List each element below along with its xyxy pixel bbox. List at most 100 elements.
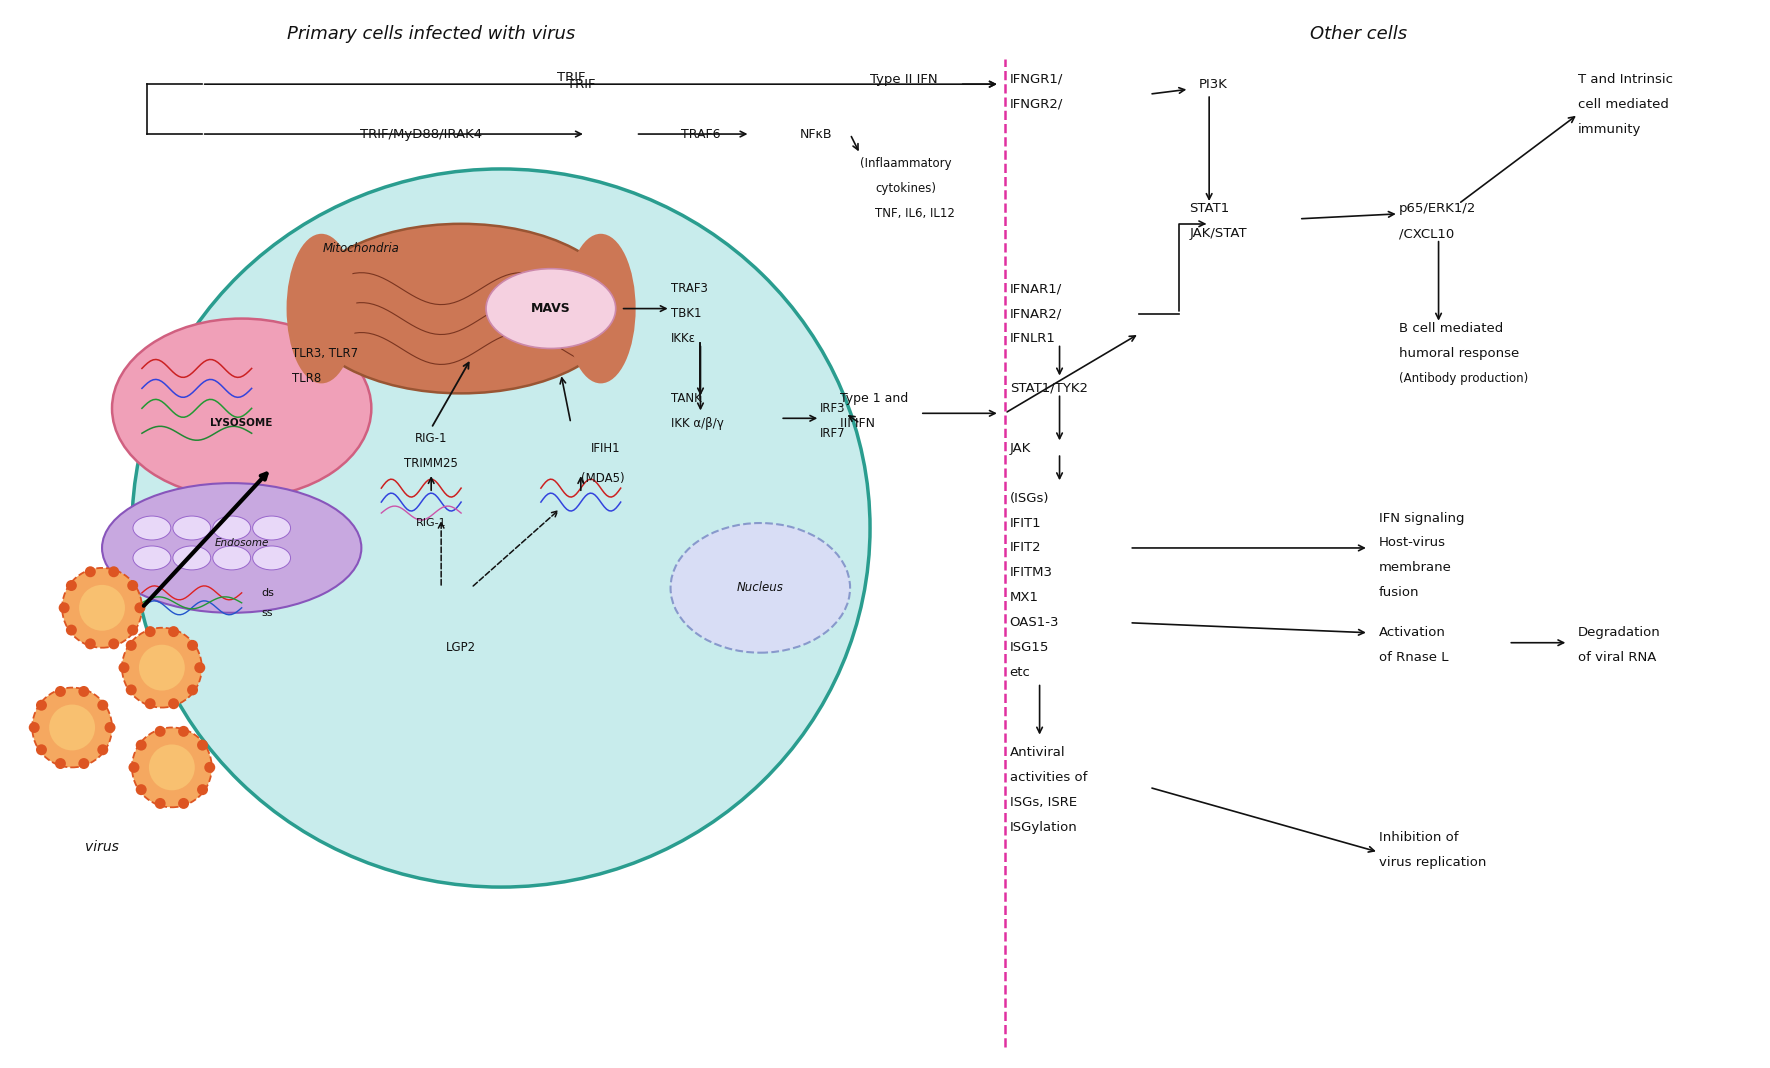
- Text: TRIF: TRIF: [556, 72, 586, 84]
- Ellipse shape: [212, 516, 251, 540]
- Circle shape: [80, 585, 126, 631]
- Text: TRAF6: TRAF6: [681, 127, 720, 141]
- Circle shape: [204, 761, 216, 773]
- Text: cytokines): cytokines): [874, 183, 936, 195]
- Text: NFκB: NFκB: [800, 127, 832, 141]
- Text: RIG-1: RIG-1: [414, 431, 448, 444]
- Circle shape: [129, 761, 140, 773]
- Circle shape: [145, 698, 156, 709]
- Circle shape: [85, 566, 96, 577]
- Circle shape: [35, 744, 48, 755]
- Circle shape: [168, 626, 179, 638]
- Text: (MDA5): (MDA5): [581, 472, 625, 485]
- Circle shape: [179, 726, 189, 737]
- Text: Nucleus: Nucleus: [736, 581, 784, 595]
- Text: JAK: JAK: [1009, 442, 1032, 455]
- Circle shape: [78, 686, 88, 697]
- Text: MX1: MX1: [1009, 592, 1039, 604]
- Ellipse shape: [173, 516, 211, 540]
- Text: TRIF/MyD88/IRAK4: TRIF/MyD88/IRAK4: [359, 127, 481, 141]
- Text: /CXCL10: /CXCL10: [1398, 227, 1453, 240]
- Text: cell mediated: cell mediated: [1579, 97, 1669, 111]
- Text: B cell mediated: B cell mediated: [1398, 323, 1503, 335]
- Circle shape: [136, 740, 147, 751]
- Circle shape: [58, 602, 69, 613]
- Circle shape: [126, 640, 136, 650]
- Text: humoral response: humoral response: [1398, 347, 1519, 360]
- Text: MAVS: MAVS: [531, 302, 570, 315]
- Text: IFIT1: IFIT1: [1009, 517, 1041, 530]
- Circle shape: [78, 758, 88, 769]
- Ellipse shape: [253, 546, 290, 570]
- Text: Degradation: Degradation: [1579, 626, 1660, 640]
- Ellipse shape: [112, 318, 372, 498]
- Ellipse shape: [287, 234, 356, 383]
- Circle shape: [149, 744, 195, 790]
- Text: IFNGR1/: IFNGR1/: [1009, 73, 1064, 85]
- Text: of viral RNA: of viral RNA: [1579, 651, 1657, 664]
- Text: Inhibition of: Inhibition of: [1379, 831, 1458, 844]
- Text: fusion: fusion: [1379, 586, 1420, 599]
- Circle shape: [188, 640, 198, 650]
- Circle shape: [65, 625, 76, 635]
- Text: ISG15: ISG15: [1009, 641, 1050, 655]
- Circle shape: [179, 798, 189, 808]
- Circle shape: [55, 758, 65, 769]
- Text: RIG-1: RIG-1: [416, 518, 446, 528]
- Text: Mitochondria: Mitochondria: [322, 242, 400, 255]
- Text: virus: virus: [85, 841, 119, 854]
- Text: Endosome: Endosome: [214, 538, 269, 548]
- Text: III IFN: III IFN: [841, 417, 874, 429]
- Circle shape: [127, 625, 138, 635]
- Text: IRF7: IRF7: [820, 427, 846, 440]
- Text: IFNLR1: IFNLR1: [1009, 332, 1055, 345]
- Text: TANK: TANK: [671, 392, 701, 405]
- Circle shape: [127, 580, 138, 591]
- Circle shape: [140, 645, 184, 691]
- Text: TNF, IL6, IL12: TNF, IL6, IL12: [874, 207, 954, 220]
- Text: ISGylation: ISGylation: [1009, 820, 1078, 834]
- Ellipse shape: [487, 269, 616, 348]
- Circle shape: [196, 784, 209, 796]
- Text: Primary cells infected with virus: Primary cells infected with virus: [287, 26, 575, 44]
- Circle shape: [62, 568, 142, 647]
- Circle shape: [145, 626, 156, 638]
- Text: IFIH1: IFIH1: [591, 442, 621, 455]
- Text: (ISGs): (ISGs): [1009, 491, 1050, 504]
- Ellipse shape: [566, 234, 635, 383]
- Circle shape: [196, 740, 209, 751]
- Circle shape: [168, 698, 179, 709]
- Circle shape: [104, 722, 115, 733]
- Text: activities of: activities of: [1009, 771, 1087, 784]
- Circle shape: [188, 685, 198, 695]
- Text: Activation: Activation: [1379, 626, 1446, 640]
- Ellipse shape: [133, 516, 172, 540]
- Text: IFITM3: IFITM3: [1009, 566, 1053, 580]
- Text: IFNGR2/: IFNGR2/: [1009, 97, 1064, 111]
- Text: TLR3, TLR7: TLR3, TLR7: [292, 347, 358, 360]
- Text: Antiviral: Antiviral: [1009, 745, 1066, 759]
- Text: IFNAR1/: IFNAR1/: [1009, 282, 1062, 295]
- Circle shape: [108, 566, 119, 577]
- Text: ISGs, ISRE: ISGs, ISRE: [1009, 796, 1076, 808]
- Text: T and Intrinsic: T and Intrinsic: [1579, 73, 1673, 85]
- Circle shape: [85, 639, 96, 649]
- Ellipse shape: [133, 546, 172, 570]
- Text: of Rnase L: of Rnase L: [1379, 651, 1448, 664]
- Text: IRF3: IRF3: [820, 402, 846, 414]
- Text: p65/ERK1/2: p65/ERK1/2: [1398, 202, 1476, 216]
- Text: IFN signaling: IFN signaling: [1379, 512, 1464, 524]
- Text: ds: ds: [262, 587, 274, 598]
- Circle shape: [195, 662, 205, 673]
- Circle shape: [32, 688, 112, 768]
- Text: Host-virus: Host-virus: [1379, 536, 1446, 549]
- Text: PI3K: PI3K: [1200, 78, 1228, 91]
- Text: STAT1/TYK2: STAT1/TYK2: [1009, 382, 1089, 395]
- Text: TBK1: TBK1: [671, 308, 701, 320]
- Text: ss: ss: [262, 608, 273, 617]
- Circle shape: [119, 662, 129, 673]
- Ellipse shape: [173, 546, 211, 570]
- Text: Other cells: Other cells: [1310, 26, 1407, 44]
- Circle shape: [122, 628, 202, 707]
- Text: immunity: immunity: [1579, 123, 1641, 136]
